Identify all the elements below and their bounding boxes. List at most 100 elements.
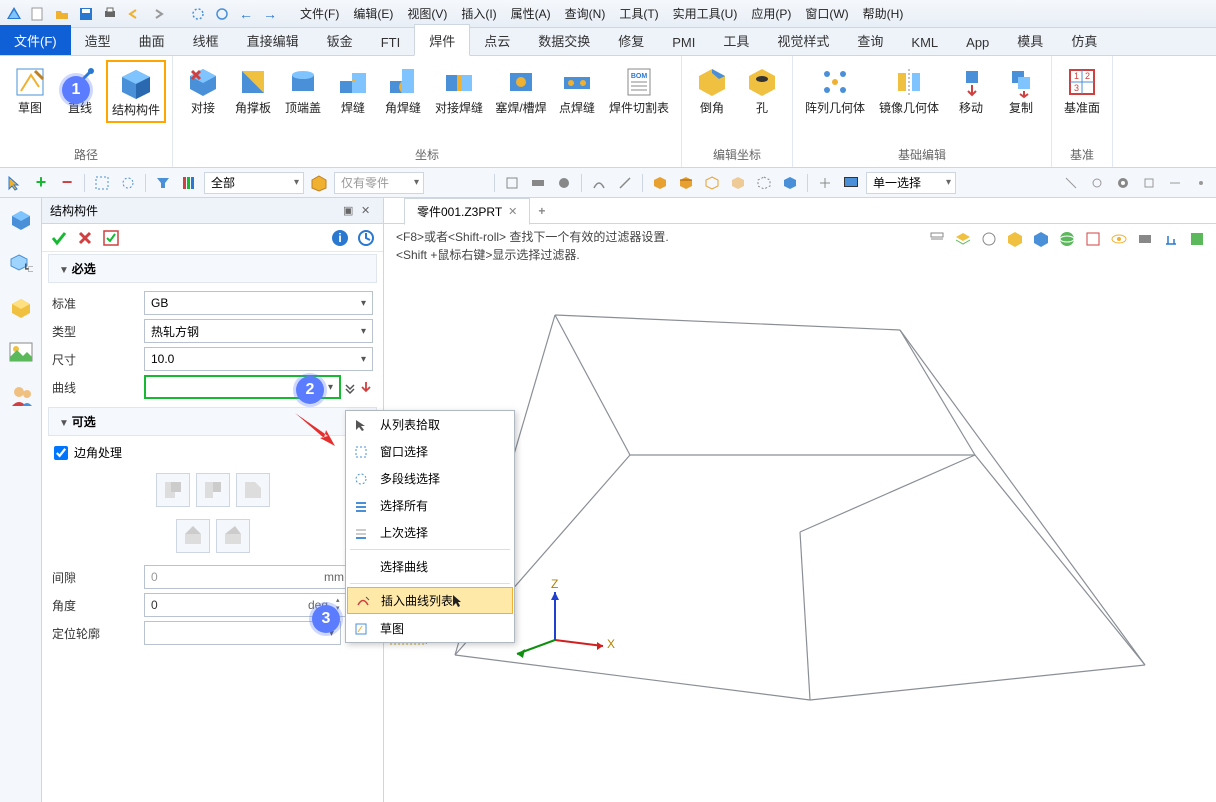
panel-apply-icon[interactable] (100, 227, 122, 249)
menu-item[interactable]: 视图(V) (407, 5, 447, 22)
tab-close-icon[interactable]: ✕ (508, 205, 517, 218)
tb-mid-5[interactable] (614, 172, 636, 194)
spot-weld-button[interactable]: 点焊缝 (553, 60, 601, 119)
tb-view-2[interactable] (675, 172, 697, 194)
save-icon[interactable] (76, 4, 96, 24)
corner-style-4[interactable] (176, 519, 210, 553)
menu-item[interactable]: 文件(F) (300, 5, 339, 22)
context-menu-item[interactable]: 插入曲线列表 (347, 587, 513, 614)
tb-screen-icon[interactable] (840, 172, 862, 194)
hole-button[interactable]: 孔 (738, 60, 786, 119)
ribbon-tab[interactable]: App (952, 29, 1003, 55)
context-menu-item[interactable]: 选择所有 (346, 492, 514, 519)
tb-view-3[interactable] (701, 172, 723, 194)
tb-mid-4[interactable] (588, 172, 610, 194)
panel-min-icon[interactable]: ▣ (343, 204, 357, 218)
ribbon-tab[interactable]: 钣金 (313, 25, 367, 55)
tb-mid-3[interactable] (553, 172, 575, 194)
fillet-weld-button[interactable]: 角焊缝 (379, 60, 427, 119)
tb-mid-1[interactable] (501, 172, 523, 194)
ribbon-tab[interactable]: 修复 (604, 25, 658, 55)
ribbon-tab[interactable]: 点云 (470, 25, 524, 55)
menu-item[interactable]: 帮助(H) (863, 5, 904, 22)
curve-expand-icon[interactable] (343, 380, 357, 394)
mirror-button[interactable]: 镜像几何体 (873, 60, 945, 119)
context-menu-item[interactable]: 多段线选择 (346, 465, 514, 492)
ribbon-tab[interactable]: FTI (367, 29, 415, 55)
menu-item[interactable]: 应用(P) (751, 5, 791, 22)
document-tab[interactable]: 零件001.Z3PRT ✕ (404, 198, 530, 225)
butt-weld-button[interactable]: 对接焊缝 (429, 60, 489, 119)
weld-bead-button[interactable]: 焊缝 (329, 60, 377, 119)
new-tab-icon[interactable]: + (538, 204, 545, 218)
context-menu-item[interactable]: 窗口选择 (346, 438, 514, 465)
tb-gear-icon[interactable] (1112, 172, 1134, 194)
tb-view-6[interactable] (779, 172, 801, 194)
panel-ok-icon[interactable] (48, 227, 70, 249)
undo-icon[interactable] (124, 4, 144, 24)
menu-item[interactable]: 查询(N) (565, 5, 606, 22)
add-icon[interactable]: + (30, 172, 52, 194)
tb-right-4[interactable] (1164, 172, 1186, 194)
panel-reset-icon[interactable] (355, 227, 377, 249)
ribbon-tab[interactable]: PMI (658, 29, 709, 55)
context-menu-item[interactable]: 从列表拾取 (346, 411, 514, 438)
ribbon-tab[interactable]: 造型 (71, 25, 125, 55)
qat-next-icon[interactable]: → (260, 4, 280, 24)
copy-button[interactable]: 复制 (997, 60, 1045, 119)
tb-mid-2[interactable] (527, 172, 549, 194)
corner-style-2[interactable] (196, 473, 230, 507)
move-button[interactable]: 移动 (947, 60, 995, 119)
tb-tick-icon[interactable] (814, 172, 836, 194)
cube-toggle-icon[interactable] (308, 172, 330, 194)
ribbon-tab[interactable]: KML (897, 29, 952, 55)
parts-combo[interactable]: 仅有零件 (334, 172, 424, 194)
endcap-button[interactable]: 顶端盖 (279, 60, 327, 119)
menu-item[interactable]: 插入(I) (461, 5, 496, 22)
ribbon-tab[interactable]: 文件(F) (0, 25, 71, 55)
standard-combo[interactable]: GB (144, 291, 373, 315)
remove-icon[interactable]: − (56, 172, 78, 194)
profile-field[interactable] (144, 621, 341, 645)
corner-checkbox-input[interactable] (54, 446, 68, 460)
corner-style-3[interactable] (236, 473, 270, 507)
side-tree-icon[interactable]: ┗□ (7, 250, 35, 278)
color-bars-icon[interactable] (178, 172, 200, 194)
app-icon[interactable] (4, 4, 24, 24)
tb-view-5[interactable] (753, 172, 775, 194)
redo-icon[interactable] (148, 4, 168, 24)
ribbon-tab[interactable]: 直接编辑 (233, 25, 313, 55)
filter-combo[interactable]: 全部 (204, 172, 304, 194)
tb-right-2[interactable] (1086, 172, 1108, 194)
ribbon-tab[interactable]: 线框 (179, 25, 233, 55)
tb-right-5[interactable] (1190, 172, 1212, 194)
menu-item[interactable]: 属性(A) (511, 5, 551, 22)
side-cube-yellow-icon[interactable] (7, 294, 35, 322)
curve-down-icon[interactable] (359, 380, 373, 394)
filter-icon[interactable] (152, 172, 174, 194)
side-image-icon[interactable] (7, 338, 35, 366)
tb-right-3[interactable] (1138, 172, 1160, 194)
panel-close-icon[interactable]: ✕ (361, 204, 375, 218)
corner-style-5[interactable] (216, 519, 250, 553)
tb-right-1[interactable] (1060, 172, 1082, 194)
tb-icon-2[interactable] (117, 172, 139, 194)
datum-button[interactable]: 123基准面 (1058, 60, 1106, 119)
gusset-button[interactable]: 角撑板 (229, 60, 277, 119)
qat-prev-icon[interactable]: ← (236, 4, 256, 24)
menu-item[interactable]: 工具(T) (619, 5, 658, 22)
gap-field[interactable]: 0mm▴▾ (144, 565, 373, 589)
corner-style-1[interactable] (156, 473, 190, 507)
chamfer-button[interactable]: 倒角 (688, 60, 736, 119)
menu-item[interactable]: 窗口(W) (805, 5, 848, 22)
panel-info-icon[interactable]: i (329, 227, 351, 249)
select-mode-combo[interactable]: 单一选择 (866, 172, 956, 194)
ribbon-tab[interactable]: 焊件 (414, 24, 470, 56)
tb-view-1[interactable] (649, 172, 671, 194)
menu-item[interactable]: 编辑(E) (353, 5, 393, 22)
ribbon-tab[interactable]: 工具 (709, 25, 763, 55)
butt-button[interactable]: 对接 (179, 60, 227, 119)
cut-list-button[interactable]: BOM焊件切割表 (603, 60, 675, 119)
open-icon[interactable] (52, 4, 72, 24)
required-section-header[interactable]: 必选 (48, 254, 377, 283)
